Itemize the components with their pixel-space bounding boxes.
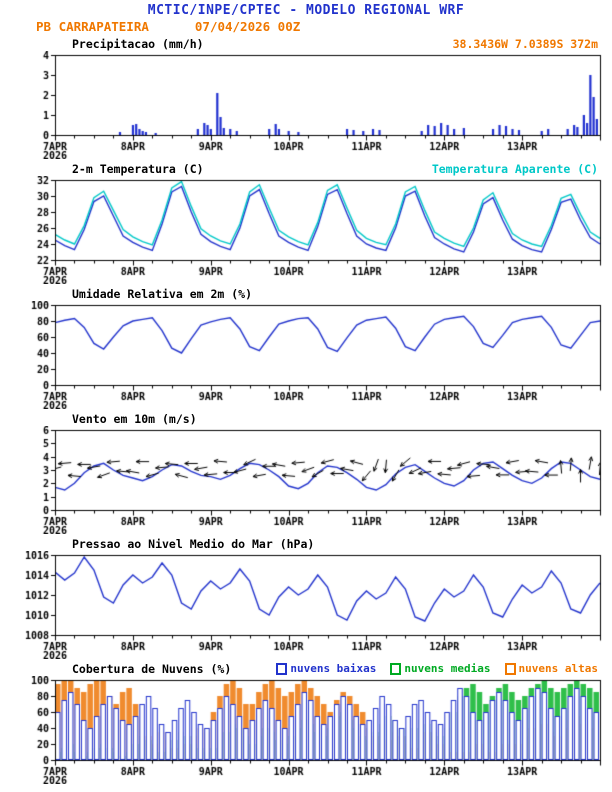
panel-title-temperatura: 2-m Temperatura (C) <box>72 161 204 176</box>
model-title: MCTIC/INPE/CPTEC - MODELO REGIONAL WRF <box>147 3 465 18</box>
panel-umidade: Umidade Relativa em 2m (%) <box>0 286 612 409</box>
clouds-legend: nuvens baixas nuvens medias nuvens altas <box>276 662 598 675</box>
header: MCTIC/INPE/CPTEC - MODELO REGIONAL WRF P… <box>0 3 612 34</box>
vento-chart <box>0 426 612 534</box>
precipitacao-chart <box>0 51 612 159</box>
legend-label-medias: nuvens medias <box>404 662 491 675</box>
panel-title-precipitacao: Precipitacao (mm/h) <box>72 36 204 51</box>
legend-box-altas-icon <box>504 662 516 675</box>
umidade-chart <box>0 301 612 409</box>
nuvens-chart <box>0 676 612 784</box>
panel-title-nuvens: Cobertura de Nuvens (%) <box>72 661 232 676</box>
panel-precipitacao: Precipitacao (mm/h) 38.3436W 7.0389S 372… <box>0 36 612 159</box>
legend-box-baixas-icon <box>276 662 288 675</box>
location-annotation: 38.3436W 7.0389S 372m <box>452 36 598 51</box>
temperatura-chart <box>0 176 612 284</box>
legend-nuvens-baixas: nuvens baixas <box>276 662 376 675</box>
panel-nuvens: Cobertura de Nuvens (%) nuvens baixas nu… <box>0 661 612 784</box>
station-name: PB CARRAPATEIRA <box>36 19 149 34</box>
header-subtitle: PB CARRAPATEIRA 07/04/2026 00Z <box>0 19 612 34</box>
run-datetime: 07/04/2026 00Z <box>194 19 301 34</box>
panel-temperatura: 2-m Temperatura (C) Temperatura Aparente… <box>0 161 612 284</box>
temperatura-aparente-label: Temperatura Aparente (C) <box>431 161 598 176</box>
panel-title-umidade: Umidade Relativa em 2m (%) <box>72 286 253 301</box>
panel-title-pressao: Pressao ao Nivel Medio do Mar (hPa) <box>72 536 315 551</box>
legend-nuvens-medias: nuvens medias <box>390 662 491 675</box>
panel-vento: Vento em 10m (m/s) <box>0 411 612 534</box>
legend-nuvens-altas: nuvens altas <box>504 662 598 675</box>
legend-label-altas: nuvens altas <box>518 662 598 675</box>
panel-pressao: Pressao ao Nivel Medio do Mar (hPa) <box>0 536 612 659</box>
legend-box-medias-icon <box>390 662 402 675</box>
legend-label-baixas: nuvens baixas <box>290 662 377 675</box>
pressao-chart <box>0 551 612 659</box>
panel-title-vento: Vento em 10m (m/s) <box>72 411 197 426</box>
